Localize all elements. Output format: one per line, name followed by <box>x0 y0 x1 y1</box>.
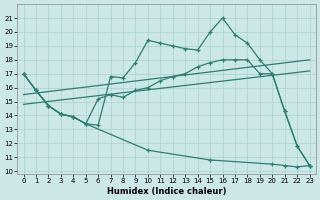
X-axis label: Humidex (Indice chaleur): Humidex (Indice chaleur) <box>107 187 226 196</box>
